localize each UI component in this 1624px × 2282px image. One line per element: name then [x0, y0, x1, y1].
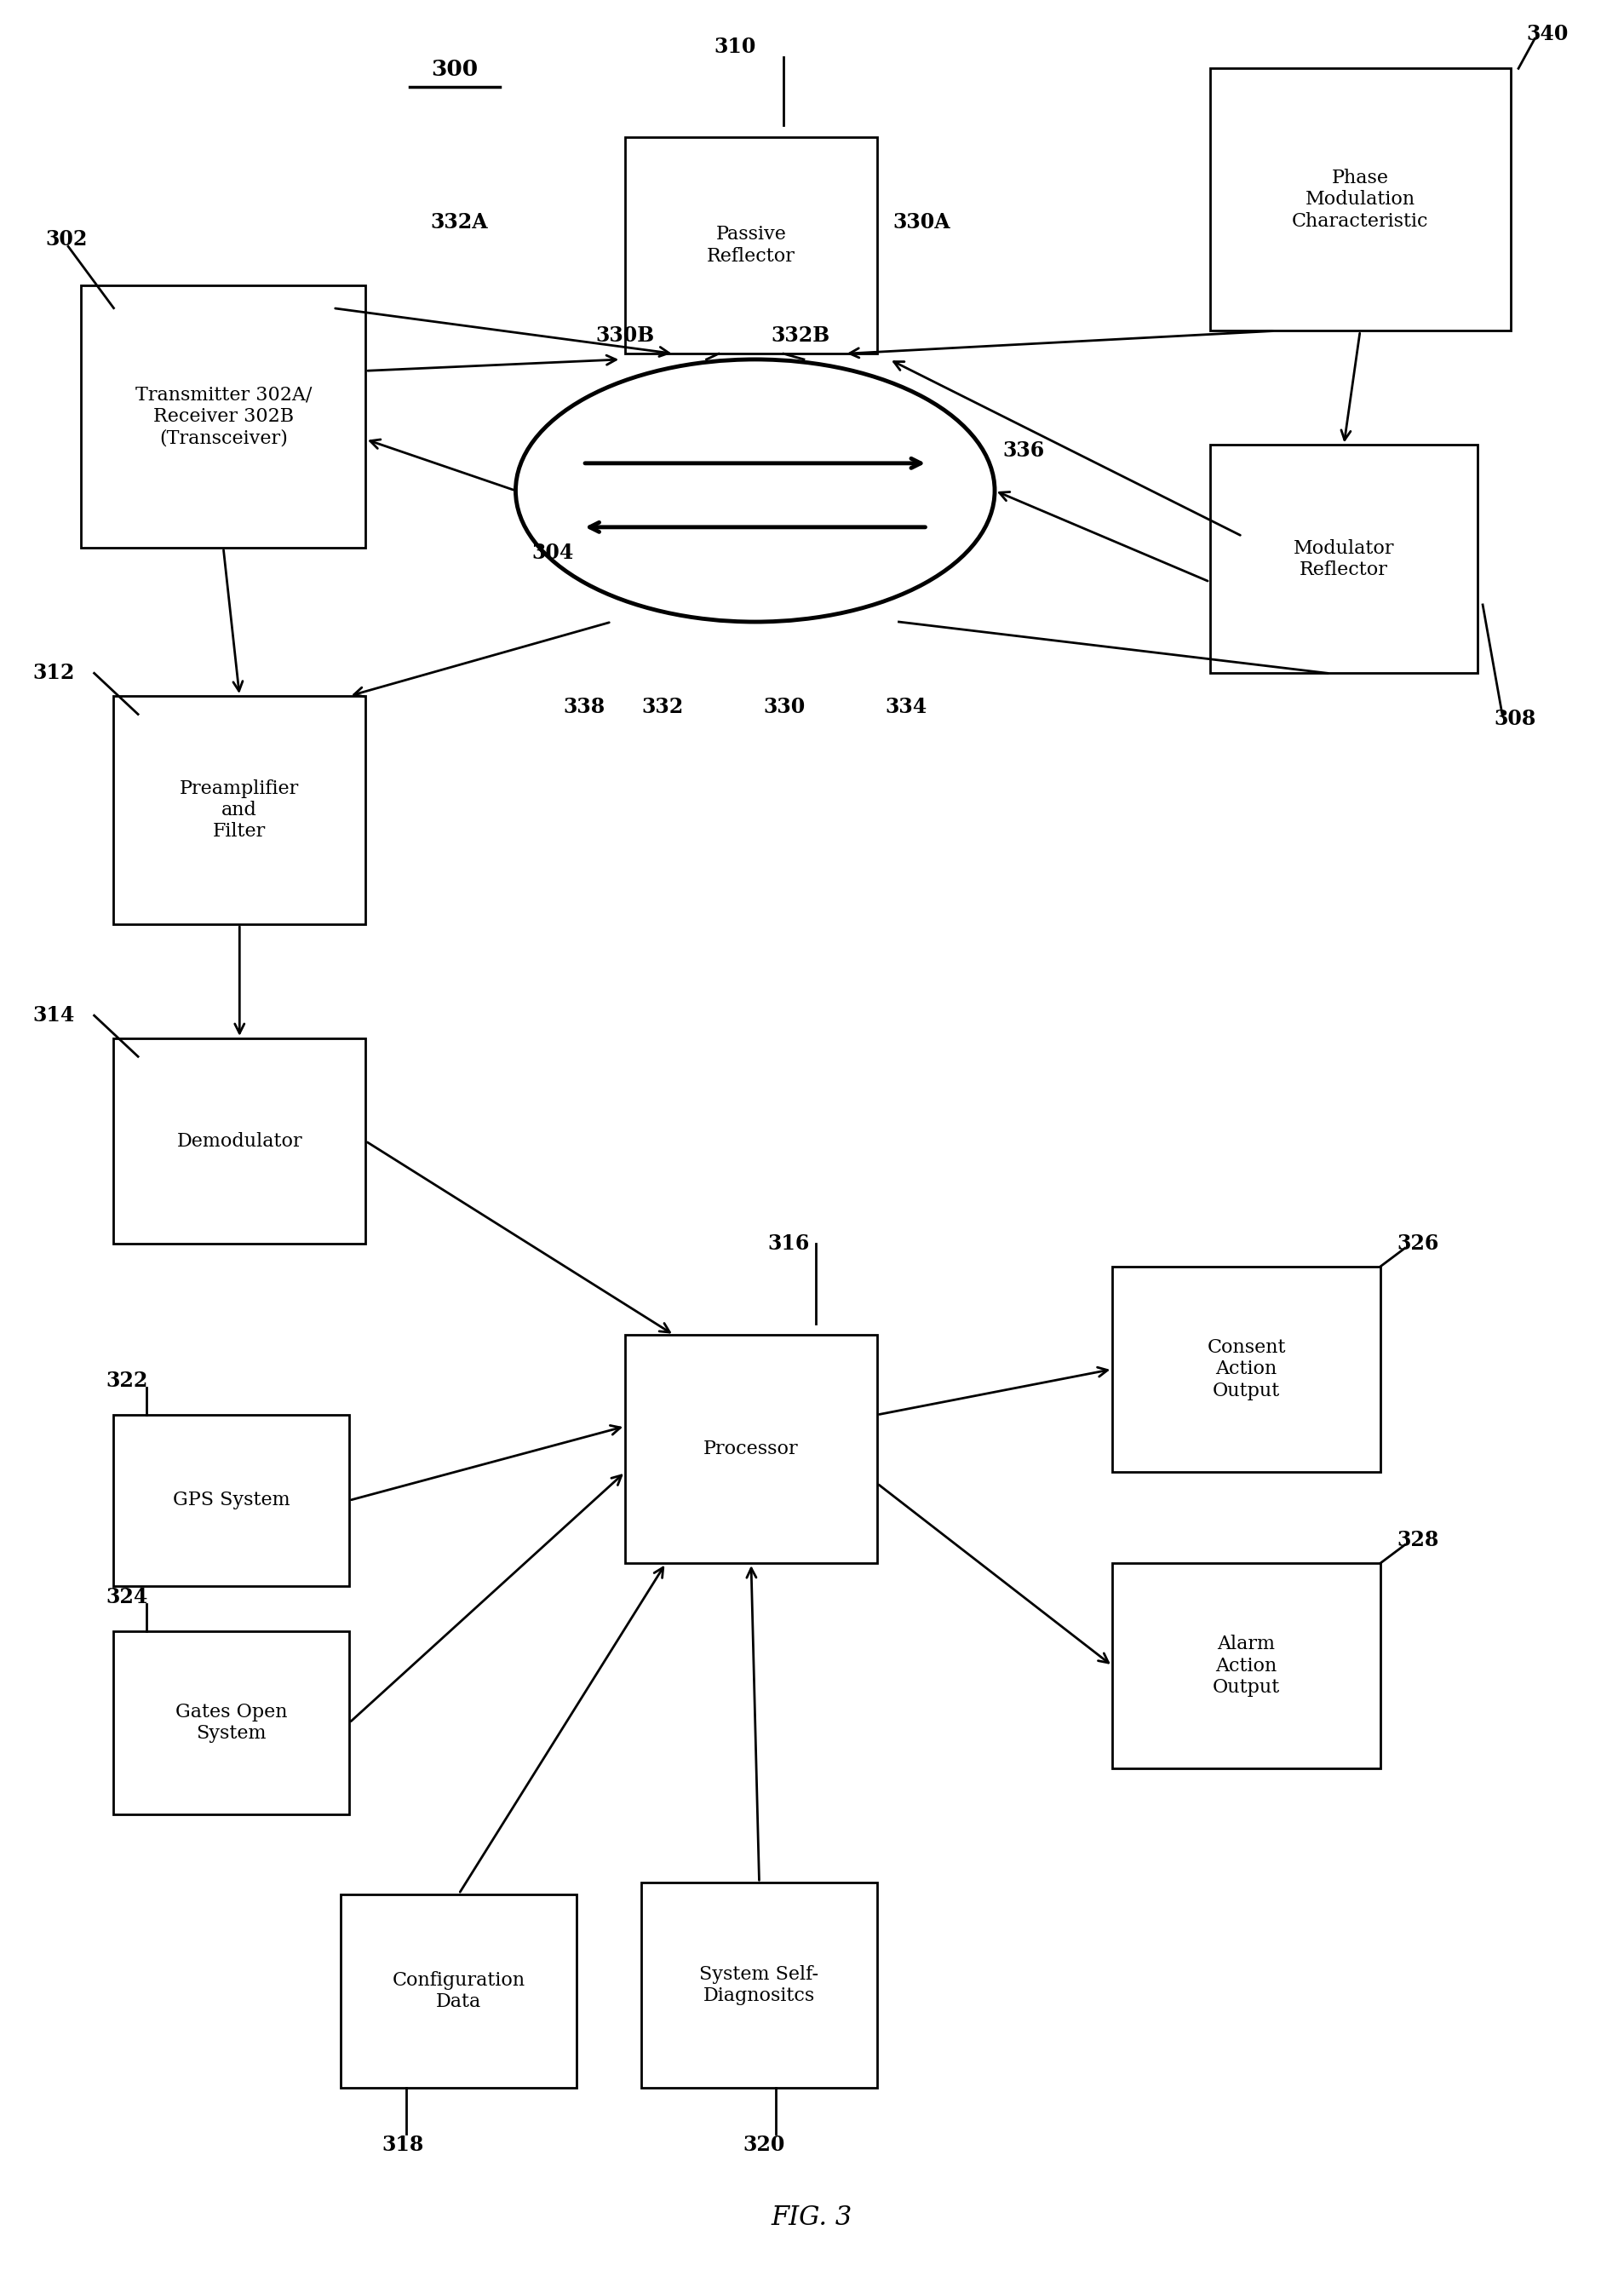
- Text: 334: 334: [885, 696, 927, 717]
- Text: 308: 308: [1494, 710, 1536, 728]
- Text: FIG. 3: FIG. 3: [771, 2204, 853, 2232]
- Text: 316: 316: [768, 1235, 809, 1253]
- Text: Consent
Action
Output: Consent Action Output: [1207, 1337, 1286, 1401]
- Text: Processor: Processor: [703, 1440, 799, 1458]
- Text: Preamplifier
and
Filter: Preamplifier and Filter: [180, 778, 299, 842]
- Text: System Self-
Diagnositcs: System Self- Diagnositcs: [700, 1965, 818, 2006]
- Text: Phase
Modulation
Characteristic: Phase Modulation Characteristic: [1291, 169, 1429, 230]
- FancyBboxPatch shape: [114, 1415, 349, 1586]
- FancyBboxPatch shape: [1112, 1267, 1380, 1472]
- FancyBboxPatch shape: [625, 1335, 877, 1563]
- Text: GPS System: GPS System: [172, 1490, 291, 1511]
- Ellipse shape: [516, 361, 994, 623]
- FancyBboxPatch shape: [81, 285, 365, 548]
- Text: Transmitter 302A/
Receiver 302B
(Transceiver): Transmitter 302A/ Receiver 302B (Transce…: [135, 386, 312, 447]
- Text: Demodulator: Demodulator: [177, 1132, 302, 1150]
- Text: 324: 324: [106, 1588, 148, 1607]
- Text: Alarm
Action
Output: Alarm Action Output: [1213, 1634, 1280, 1698]
- Text: 312: 312: [32, 664, 75, 682]
- FancyBboxPatch shape: [1210, 68, 1510, 331]
- FancyBboxPatch shape: [641, 1883, 877, 2088]
- Text: 332A: 332A: [430, 212, 487, 233]
- Text: 320: 320: [744, 2136, 784, 2154]
- FancyBboxPatch shape: [341, 1894, 577, 2088]
- Text: 314: 314: [32, 1006, 75, 1025]
- Text: 332: 332: [641, 696, 684, 717]
- Text: 300: 300: [432, 59, 477, 80]
- Text: 338: 338: [564, 696, 606, 717]
- Text: Modulator
Reflector: Modulator Reflector: [1293, 539, 1395, 580]
- Text: Configuration
Data: Configuration Data: [393, 1972, 525, 2010]
- Text: 304: 304: [533, 543, 573, 564]
- Text: 330: 330: [763, 696, 806, 717]
- Text: Passive
Reflector: Passive Reflector: [706, 226, 796, 265]
- Text: Gates Open
System: Gates Open System: [175, 1702, 287, 1743]
- Text: 310: 310: [715, 37, 755, 57]
- Text: 302: 302: [45, 230, 88, 249]
- FancyBboxPatch shape: [114, 696, 365, 924]
- Text: 336: 336: [1004, 440, 1044, 461]
- Text: 332B: 332B: [771, 324, 830, 345]
- FancyBboxPatch shape: [1112, 1563, 1380, 1769]
- Text: 340: 340: [1527, 25, 1569, 43]
- FancyBboxPatch shape: [1210, 445, 1478, 673]
- Text: 318: 318: [382, 2136, 424, 2154]
- Text: 330A: 330A: [893, 212, 950, 233]
- Text: 326: 326: [1397, 1235, 1439, 1253]
- FancyBboxPatch shape: [625, 137, 877, 354]
- Text: 322: 322: [106, 1371, 148, 1390]
- FancyBboxPatch shape: [114, 1038, 365, 1244]
- Text: 328: 328: [1397, 1531, 1439, 1549]
- FancyBboxPatch shape: [114, 1632, 349, 1814]
- Text: 330B: 330B: [596, 324, 654, 345]
